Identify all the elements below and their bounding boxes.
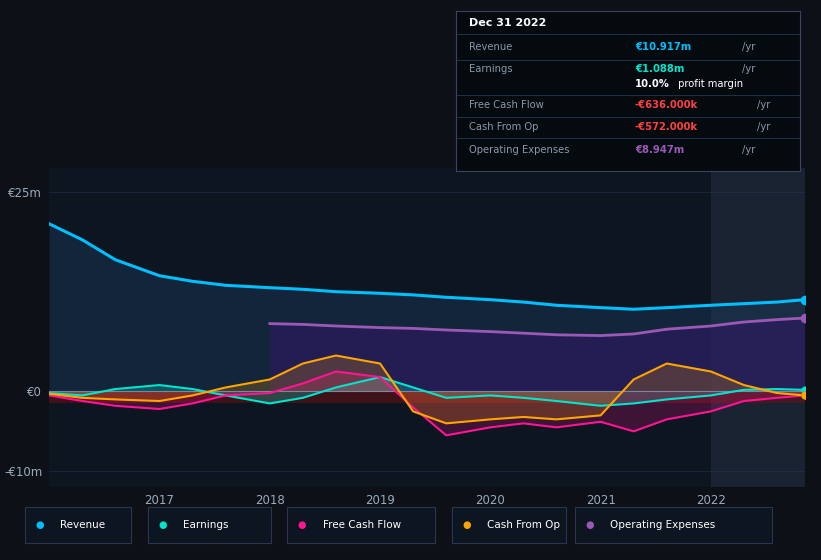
Text: ●: ●: [35, 520, 44, 530]
Text: Earnings: Earnings: [183, 520, 228, 530]
Text: -€572.000k: -€572.000k: [635, 122, 698, 132]
Text: Dec 31 2022: Dec 31 2022: [470, 18, 547, 28]
Text: /yr: /yr: [742, 145, 755, 155]
Text: €8.947m: €8.947m: [635, 145, 684, 155]
Text: /yr: /yr: [742, 64, 755, 74]
Text: /yr: /yr: [758, 122, 771, 132]
Text: Revenue: Revenue: [60, 520, 105, 530]
Text: /yr: /yr: [758, 100, 771, 110]
Text: Free Cash Flow: Free Cash Flow: [323, 520, 401, 530]
Text: -€636.000k: -€636.000k: [635, 100, 698, 110]
Text: ●: ●: [462, 520, 470, 530]
Text: 10.0%: 10.0%: [635, 79, 670, 89]
Text: ●: ●: [158, 520, 167, 530]
Text: Cash From Op: Cash From Op: [470, 122, 539, 132]
Text: €1.088m: €1.088m: [635, 64, 685, 74]
Text: /yr: /yr: [742, 42, 755, 52]
Text: ●: ●: [585, 520, 594, 530]
Text: profit margin: profit margin: [675, 79, 743, 89]
Text: ●: ●: [298, 520, 306, 530]
Text: Operating Expenses: Operating Expenses: [470, 145, 570, 155]
Bar: [711, 168, 805, 487]
Text: Earnings: Earnings: [470, 64, 513, 74]
Text: Operating Expenses: Operating Expenses: [610, 520, 715, 530]
Text: Revenue: Revenue: [470, 42, 513, 52]
Text: €10.917m: €10.917m: [635, 42, 691, 52]
Text: Cash From Op: Cash From Op: [487, 520, 560, 530]
Text: Free Cash Flow: Free Cash Flow: [470, 100, 544, 110]
